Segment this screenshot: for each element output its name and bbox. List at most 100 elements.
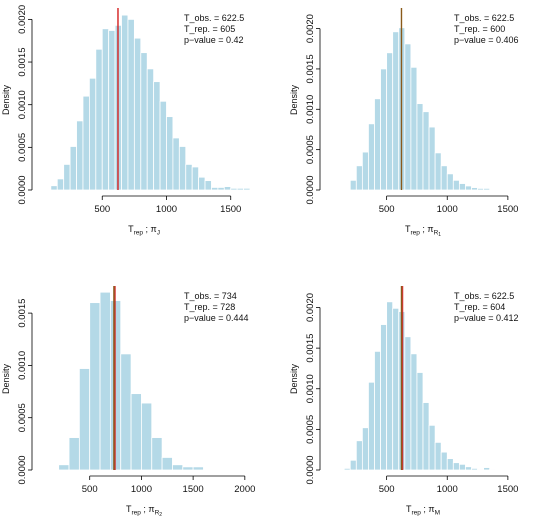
histogram-bar	[50, 185, 58, 191]
y-tick-label: 0.0005	[17, 403, 28, 432]
x-label-tail-sub2: 2	[159, 512, 162, 518]
x-label-tail-sub: J	[157, 230, 160, 237]
x-axis-label: Trep ; πR2	[126, 504, 162, 518]
histogram-bar	[343, 467, 351, 471]
histogram-bar	[380, 324, 388, 471]
x-axis-label: Trep ; πR1	[405, 224, 441, 238]
x-axis-label: Trep ; πM	[406, 504, 440, 517]
y-tick-label: 0.0015	[305, 334, 316, 363]
histogram-bar	[349, 179, 357, 191]
x-label-tail: ; π	[420, 224, 434, 234]
stats-line: T_obs. = 622.5	[454, 291, 514, 301]
y-tick-label: 0.0015	[17, 299, 28, 328]
y-tick-label: 0.0005	[305, 415, 316, 444]
histogram-bar	[422, 111, 430, 191]
stats-line: T_rep. = 728	[184, 302, 235, 312]
x-tick-label: 500	[379, 204, 395, 215]
histogram-bar	[192, 466, 204, 471]
panel-top-left: 500 1000 1500 0.0000 0.0005 0.0010 0.0015 0.002…	[1, 5, 251, 237]
histogram-bar	[368, 381, 375, 471]
histogram-bar	[416, 372, 424, 471]
histogram-bar	[133, 37, 142, 191]
histogram-bar	[355, 165, 363, 191]
stats-line: T_obs. = 734	[184, 291, 237, 301]
x-tick-label: 1000	[437, 484, 458, 495]
x-label-main: T	[406, 504, 412, 514]
histogram-bar	[458, 463, 466, 471]
histogram-bar	[223, 186, 232, 191]
histogram-bar	[380, 68, 388, 191]
histogram-bar	[172, 464, 184, 471]
histogram-bar	[146, 68, 155, 191]
stats-line: T_obs. = 622.5	[184, 13, 244, 23]
histogram-bar	[422, 402, 430, 471]
histogram-bar	[211, 187, 219, 191]
histogram-bar	[452, 462, 460, 471]
histogram-bar	[483, 187, 491, 191]
histogram-bar	[153, 81, 161, 191]
y-tick-label: 0.0020	[305, 14, 316, 43]
x-label-tail: ; π	[141, 504, 155, 514]
histogram-bar	[88, 77, 97, 191]
histogram-bar	[410, 353, 418, 471]
histogram-bar	[63, 164, 71, 191]
y-axis: 0.0000 0.0005 0.0010 0.0015 0.0020	[305, 14, 321, 205]
y-tick-label: 0.0020	[17, 5, 28, 34]
y-tick-label: 0.0000	[305, 455, 316, 484]
histogram-bar	[243, 187, 251, 191]
histogram-bar	[477, 468, 485, 471]
x-tick-label: 500	[94, 204, 110, 215]
histogram-bar	[56, 178, 65, 191]
x-axis: 500 1000 1500	[379, 195, 518, 215]
histogram-bar	[204, 180, 212, 191]
y-tick-label: 0.0020	[305, 293, 316, 322]
histogram-bar	[452, 179, 460, 191]
histogram-bar	[489, 468, 497, 471]
x-tick-label: 1000	[131, 484, 152, 495]
stats-line: p−value = 0.444	[184, 313, 249, 323]
y-tick-label: 0.0015	[17, 48, 28, 77]
histogram-bar	[440, 451, 448, 471]
histogram-bar	[178, 146, 187, 191]
y-axis-label: Density	[1, 363, 11, 394]
histogram-bars	[58, 291, 204, 471]
histogram-bar	[89, 302, 101, 471]
histogram-bar	[434, 152, 442, 191]
histogram-bar	[428, 126, 436, 191]
stats-line: T_obs. = 622.5	[454, 13, 514, 23]
histogram-bar	[140, 52, 148, 191]
y-tick-label: 0.0000	[17, 175, 28, 204]
histogram-bar	[483, 467, 491, 471]
histogram-bar	[95, 48, 103, 191]
histogram-bar	[361, 427, 369, 471]
histogram-bar	[99, 291, 111, 471]
histogram-bar	[185, 164, 193, 191]
y-tick-label: 0.0015	[305, 54, 316, 83]
x-label-tail-sub: R	[434, 230, 439, 237]
histogram-bar	[374, 98, 381, 191]
y-tick-label: 0.0005	[305, 135, 316, 164]
stats-line: p−value = 0.406	[454, 35, 519, 45]
x-label-main: T	[126, 504, 132, 514]
x-tick-label: 1000	[156, 204, 177, 215]
histogram-bar	[141, 402, 153, 471]
histogram-bar	[349, 459, 357, 471]
histogram-bar	[374, 350, 381, 471]
histogram-bar	[130, 393, 142, 471]
x-axis: 500 1000 1500 2000	[82, 475, 255, 495]
histogram-bar	[477, 187, 485, 191]
x-label-tail-sub: M	[435, 510, 440, 517]
histogram-bar	[151, 437, 163, 471]
histogram-bar	[355, 440, 363, 471]
histogram-bar	[166, 116, 174, 191]
histogram-bar	[198, 176, 206, 191]
panel-top-right: 500 1000 1500 0.0000 0.0005 0.0010 0.0015 0.002…	[289, 8, 519, 238]
histogram-bar	[68, 437, 80, 471]
x-label-sub: rep	[410, 230, 420, 237]
histogram-bar	[127, 18, 135, 191]
x-axis: 500 1000 1500	[379, 475, 518, 495]
